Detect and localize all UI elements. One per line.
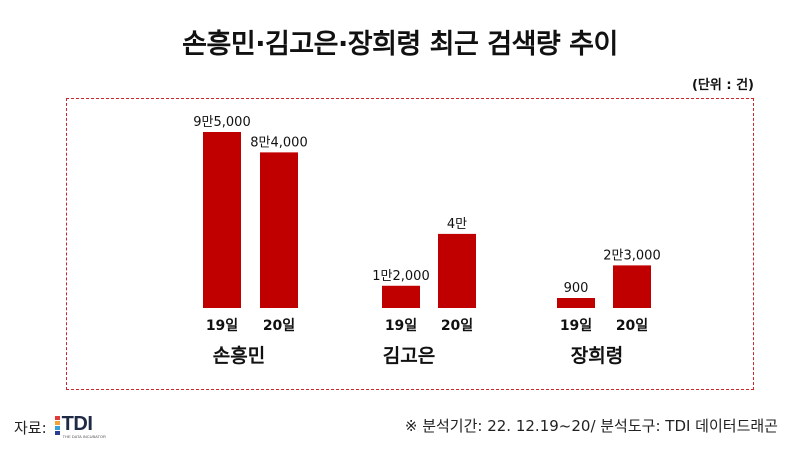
category-label-2-1: 20일	[616, 318, 648, 334]
logo-bar-2	[54, 426, 60, 430]
bar-1-0	[382, 285, 420, 308]
unit-label: (단위 : 건)	[691, 78, 754, 93]
category-label-0-1: 20일	[263, 318, 295, 334]
bar-2-1	[613, 265, 651, 308]
data-label-0-1: 8만4,000	[250, 135, 307, 150]
data-label-2-1: 2만3,000	[603, 248, 660, 263]
logo-subtext: THE DATA INCUBATOR	[62, 434, 106, 439]
category-label-1-0: 19일	[385, 318, 417, 334]
analysis-note: ※ 분석기간: 22. 12.19~20/ 분석도구: TDI 데이터드래곤	[404, 417, 778, 435]
logo-text: TDI	[61, 413, 93, 435]
group-label-0: 손흥민	[213, 344, 265, 367]
chart-title: 손흥민·김고은·장희령 최근 검색량 추이	[182, 29, 618, 60]
data-label-1-0: 1만2,000	[372, 269, 429, 284]
logo-bar-1	[54, 421, 60, 425]
category-label-0-0: 19일	[206, 318, 238, 334]
source: 자료: TDI THE DATA INCUBATOR	[14, 413, 106, 440]
logo-bar-3	[54, 431, 60, 435]
source-label: 자료:	[14, 418, 47, 437]
chart-frame	[66, 98, 754, 390]
bar-0-1	[260, 152, 298, 308]
bar-2-0	[557, 298, 595, 308]
data-label-0-0: 9만5,000	[193, 115, 250, 130]
logo-bars-icon	[54, 416, 60, 436]
tdi-logo: TDI THE DATA INCUBATOR	[54, 413, 106, 440]
bar-0-0	[203, 132, 241, 308]
data-label-2-0: 900	[564, 281, 589, 296]
group-label-1: 김고은	[383, 345, 435, 367]
data-label-1-1: 4만	[447, 217, 467, 232]
bar-1-1	[438, 233, 476, 308]
group-label-2: 장희령	[571, 345, 623, 367]
category-label-1-1: 20일	[441, 318, 473, 334]
logo-bar-0	[54, 416, 60, 420]
category-label-2-0: 19일	[560, 318, 592, 334]
